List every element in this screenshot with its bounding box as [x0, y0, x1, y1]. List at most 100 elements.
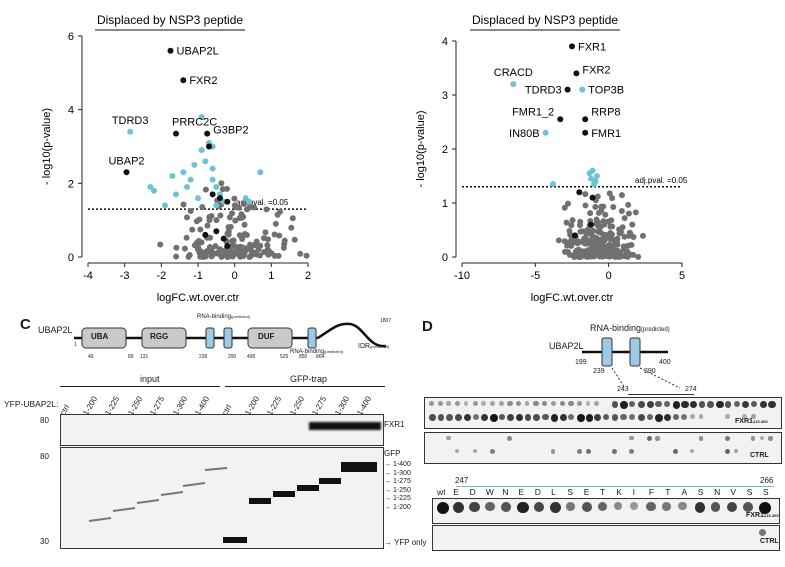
nonsig-point	[598, 203, 605, 210]
array-spot	[481, 414, 489, 422]
nonsig-point	[571, 239, 578, 246]
nonsig-point	[260, 235, 267, 242]
x-tick-label: -3	[120, 270, 130, 282]
nonsig-point	[597, 229, 604, 236]
idr-label: IDR(predicted)	[358, 343, 390, 350]
array-spot	[690, 401, 698, 409]
pos-d-199: 199	[575, 359, 587, 366]
nonsig-point	[274, 211, 281, 218]
array-spot	[498, 414, 506, 421]
nonsig-point	[228, 248, 235, 255]
array-spot	[507, 414, 515, 421]
significant-point	[591, 181, 597, 188]
array-spot	[455, 401, 461, 407]
significant-point	[162, 202, 168, 209]
ubap2l-label-c: UBAP2L	[38, 325, 73, 335]
sequence-residue: S	[697, 487, 704, 497]
labeled-point	[582, 116, 589, 123]
labeled-point	[510, 81, 517, 88]
pos-1807: 1807	[380, 318, 392, 324]
array-spot	[724, 449, 731, 455]
point-label: TOP3B	[588, 85, 624, 97]
array-spot	[681, 414, 688, 420]
nonsig-point	[281, 237, 288, 244]
nonsig-point	[157, 241, 164, 248]
nonsig-point	[207, 234, 214, 241]
sg-point	[206, 143, 212, 150]
nonsig-point	[221, 251, 228, 258]
nonsig-point	[224, 230, 231, 237]
sequence-residue: wt	[437, 487, 446, 497]
nonsig-point	[561, 204, 568, 211]
array-spot	[611, 401, 619, 408]
sequence-residue: F	[648, 487, 655, 497]
point-label: TDRD3	[525, 85, 562, 97]
x-tick-label: 0	[232, 270, 238, 282]
array-spot	[576, 414, 585, 422]
array-spot	[698, 401, 706, 408]
array-spot	[681, 401, 689, 409]
array-spot	[637, 401, 645, 408]
nonsig-point	[239, 250, 246, 257]
yfp-ubap2l-label: YFP-UBAP2L:	[4, 399, 59, 409]
pos-239: 239	[199, 354, 208, 360]
mutation-array-fxr1	[432, 498, 780, 524]
array-spot	[759, 401, 767, 409]
nonsig-point	[577, 228, 584, 235]
array-spot	[585, 449, 591, 455]
array-spot	[533, 502, 544, 513]
array-spot	[750, 436, 756, 441]
sg-point	[576, 189, 583, 196]
array-spot	[630, 502, 638, 510]
labeled-point	[542, 129, 549, 136]
array-spot	[603, 414, 610, 421]
nonsig-point	[199, 204, 206, 211]
nonsig-point	[206, 217, 213, 224]
array-spot	[655, 401, 662, 408]
array-spot	[550, 414, 559, 422]
nonsig-point	[577, 218, 584, 225]
y-tick-label: 6	[68, 31, 74, 43]
nonsig-point	[217, 212, 224, 219]
sequence-residue: A	[681, 487, 688, 497]
sg-point	[202, 231, 209, 238]
nonsig-point	[625, 210, 632, 217]
band-label: → 1-300	[384, 469, 411, 477]
mw-30-bot: 30	[40, 537, 49, 546]
array-spot	[742, 401, 750, 409]
array-spot	[655, 414, 663, 422]
x-tick-label: 5	[679, 270, 685, 282]
array-spot	[581, 502, 592, 512]
array-spot	[724, 414, 730, 419]
array-spot	[437, 414, 445, 421]
array-spot	[437, 502, 449, 514]
y-tick-label: 0	[68, 252, 74, 264]
array-spot	[742, 502, 753, 512]
array-spot	[768, 436, 773, 441]
array-spot	[759, 436, 764, 441]
nonsig-point	[231, 195, 238, 202]
point-label: G3BP2	[213, 125, 248, 137]
peptide-array-fxr1	[424, 397, 782, 429]
array-spot	[662, 502, 672, 511]
array-spot	[750, 401, 758, 408]
array-spot	[646, 401, 654, 409]
yfp-only-label: → YFP only	[384, 538, 427, 547]
significant-point	[198, 114, 205, 121]
nonsig-point	[262, 229, 269, 236]
x-tick-label: -1	[193, 270, 203, 282]
volcano-plot-a: 0 2 4 6 -4 -3 -2 -1 0 1 2 logFC.wt.over.ctr - log10(…	[41, 13, 311, 304]
x-tick-label: 1	[268, 270, 274, 282]
gfp-label: GFP	[384, 449, 401, 458]
array-spot	[724, 436, 730, 442]
blot-gfp-c	[60, 447, 384, 549]
nonsig-point	[173, 244, 180, 251]
pos-d-247: 247	[455, 476, 469, 485]
sequence-residue: S	[567, 487, 574, 497]
nonsig-point	[183, 214, 190, 221]
nonsig-point	[582, 202, 589, 209]
rna-binding-label-d: RNA-binding(predicted)	[590, 323, 670, 333]
sequence-residue: W	[485, 487, 494, 497]
array-spot	[620, 401, 629, 409]
significant-point	[147, 184, 154, 191]
